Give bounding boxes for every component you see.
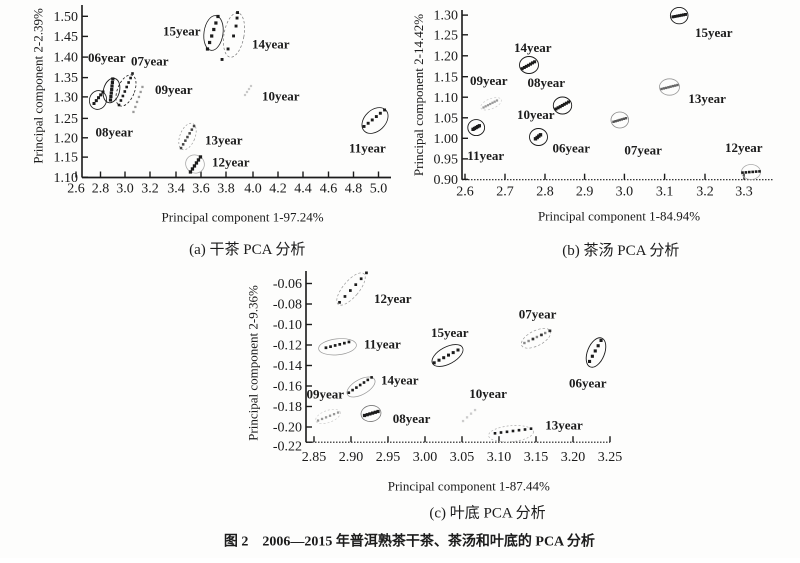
svg-text:10year: 10year [517,107,555,122]
svg-text:-0.18: -0.18 [273,400,302,415]
svg-text:3.4: 3.4 [167,182,185,197]
svg-text:1.05: 1.05 [434,111,459,126]
svg-text:3.2: 3.2 [141,182,159,197]
svg-text:2.8: 2.8 [536,185,554,200]
svg-text:07year: 07year [624,143,662,158]
svg-text:2.90: 2.90 [339,450,364,465]
svg-text:14year: 14year [381,372,419,387]
svg-text:1.10: 1.10 [54,171,79,186]
svg-text:14year: 14year [514,40,552,55]
svg-text:08year: 08year [528,75,566,90]
svg-text:1.40: 1.40 [54,51,79,66]
svg-text:Principal component 1-87.44%: Principal component 1-87.44% [388,479,550,494]
svg-text:2.7: 2.7 [496,185,514,200]
svg-text:3.0: 3.0 [116,182,134,197]
svg-text:12year: 12year [212,155,250,170]
svg-text:11year: 11year [467,148,504,163]
svg-text:15year: 15year [695,25,733,40]
svg-text:(b) 茶汤 PCA 分析: (b) 茶汤 PCA 分析 [562,242,679,259]
svg-text:09year: 09year [307,386,345,401]
svg-text:4.8: 4.8 [345,182,363,197]
svg-text:12year: 12year [725,140,763,155]
svg-text:Principal component 1-97.24%: Principal component 1-97.24% [162,210,324,225]
svg-text:0.95: 0.95 [434,153,459,168]
svg-text:07year: 07year [131,54,169,69]
svg-text:3.15: 3.15 [524,450,549,465]
svg-text:(c) 叶底 PCA 分析: (c) 叶底 PCA 分析 [429,505,545,522]
svg-text:1.35: 1.35 [54,71,79,86]
svg-text:15year: 15year [431,325,469,340]
svg-text:06year: 06year [553,141,591,156]
svg-text:13year: 13year [545,418,583,433]
svg-text:3.10: 3.10 [487,450,512,465]
svg-text:-0.10: -0.10 [273,318,302,333]
svg-text:3.05: 3.05 [450,450,475,465]
svg-text:2.6: 2.6 [67,182,85,197]
svg-text:1.15: 1.15 [434,70,459,85]
svg-text:3.6: 3.6 [192,182,210,197]
svg-text:(a) 干茶 PCA 分析: (a) 干茶 PCA 分析 [189,241,305,258]
svg-text:3.3: 3.3 [735,185,753,200]
svg-text:-0.08: -0.08 [273,298,302,313]
svg-text:-0.22: -0.22 [273,440,302,455]
svg-text:1.20: 1.20 [434,49,459,64]
svg-text:1.30: 1.30 [54,91,79,106]
svg-text:13year: 13year [688,91,726,106]
svg-text:4.6: 4.6 [320,182,338,197]
svg-text:09year: 09year [470,73,508,88]
svg-text:Principal component 1-84.94%: Principal component 1-84.94% [538,209,700,224]
svg-text:1.15: 1.15 [54,151,79,166]
svg-text:3.20: 3.20 [561,450,586,465]
svg-text:1.00: 1.00 [434,132,459,147]
svg-text:3.0: 3.0 [616,185,634,200]
svg-text:1.50: 1.50 [54,10,79,25]
svg-text:2.85: 2.85 [302,450,327,465]
svg-text:3.8: 3.8 [217,182,235,197]
svg-text:08year: 08year [393,411,431,426]
svg-text:14year: 14year [252,37,290,52]
svg-text:3.2: 3.2 [696,185,714,200]
svg-text:10year: 10year [262,89,300,104]
svg-text:06year: 06year [569,375,607,390]
svg-text:-0.06: -0.06 [273,277,302,292]
svg-text:09year: 09year [155,82,193,97]
svg-text:4.4: 4.4 [294,182,312,197]
svg-text:2.8: 2.8 [92,182,110,197]
svg-text:15year: 15year [163,24,201,39]
svg-text:11year: 11year [364,336,401,351]
svg-text:1.25: 1.25 [54,112,79,127]
svg-text:3.25: 3.25 [598,450,623,465]
svg-text:12year: 12year [374,291,412,306]
svg-text:-0.16: -0.16 [273,380,302,395]
svg-text:4.2: 4.2 [269,182,287,197]
svg-text:07year: 07year [519,306,557,321]
svg-text:1.30: 1.30 [434,9,459,24]
svg-text:1.20: 1.20 [54,131,79,146]
svg-text:0.90: 0.90 [434,173,459,188]
svg-text:4.0: 4.0 [244,182,262,197]
svg-text:-0.12: -0.12 [273,339,302,354]
svg-text:Principal component 2-9.36%: Principal component 2-9.36% [246,285,261,441]
svg-text:08year: 08year [96,125,134,140]
svg-text:1.10: 1.10 [434,91,459,106]
svg-text:13year: 13year [205,133,243,148]
svg-text:11year: 11year [349,141,386,156]
svg-text:5.0: 5.0 [370,182,388,197]
svg-text:10year: 10year [469,386,507,401]
svg-text:-0.14: -0.14 [273,359,302,374]
svg-text:-0.20: -0.20 [273,421,302,436]
svg-text:1.25: 1.25 [434,28,459,43]
svg-text:2.6: 2.6 [456,185,474,200]
svg-text:2.9: 2.9 [576,185,594,200]
svg-text:1.45: 1.45 [54,30,79,45]
svg-text:3.00: 3.00 [413,450,438,465]
svg-text:图 2 2006—2015 年普洱熟茶干茶、茶汤和叶底的 P: 图 2 2006—2015 年普洱熟茶干茶、茶汤和叶底的 PCA 分析 [224,533,595,550]
svg-text:Principal component 2-2.39%: Principal component 2-2.39% [31,8,46,164]
svg-text:2.95: 2.95 [376,450,401,465]
svg-text:Principal component 2-14.42%: Principal component 2-14.42% [411,14,426,176]
svg-text:06year: 06year [88,50,126,65]
svg-text:3.1: 3.1 [656,185,674,200]
